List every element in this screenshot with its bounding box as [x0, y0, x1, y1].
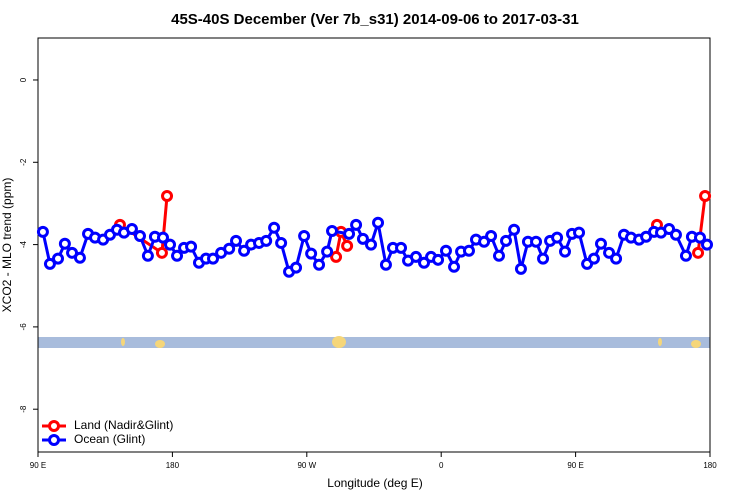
data-point [365, 238, 378, 251]
data-point [500, 234, 513, 247]
data-point [508, 223, 521, 236]
data-point [514, 262, 527, 275]
data-point [156, 231, 169, 244]
data-point [379, 258, 392, 271]
data-point [290, 261, 303, 274]
data-point [679, 249, 692, 262]
y-axis-label: XCO2 - MLO trend (ppm) [0, 178, 14, 313]
land-patch [155, 340, 165, 348]
legend-label: Land (Nadir&Glint) [74, 418, 173, 432]
data-point [640, 230, 653, 243]
data-point [52, 252, 65, 265]
data-point [356, 232, 369, 245]
data-point [395, 241, 408, 254]
data-point [372, 216, 385, 229]
x-tick-label: 0 [439, 461, 444, 470]
data-point [268, 221, 281, 234]
land-mask-strip [38, 336, 710, 348]
data-point [343, 227, 356, 240]
data-point [587, 252, 600, 265]
y-tick-label: -6 [19, 323, 28, 331]
data-point [341, 239, 354, 252]
data-point [275, 236, 288, 249]
land-patch [658, 338, 662, 346]
data-point [36, 225, 49, 238]
data-point [669, 228, 682, 241]
y-tick-label: 0 [19, 77, 28, 82]
data-point [492, 249, 505, 262]
data-point [326, 225, 339, 238]
data-point [313, 258, 326, 271]
land-patch [121, 338, 125, 346]
data-point [573, 226, 586, 239]
data-point [432, 253, 445, 266]
x-tick-label: 90 E [30, 461, 46, 470]
legend-label: Ocean (Glint) [74, 432, 145, 446]
data-point [330, 250, 343, 263]
data-point [439, 244, 452, 257]
x-tick-label: 90 W [297, 461, 316, 470]
data-point [462, 244, 475, 257]
data-point [350, 218, 363, 231]
legend-marker [48, 420, 60, 432]
data-point [58, 237, 71, 250]
ocean-strip [38, 337, 710, 348]
data-point [558, 245, 571, 258]
data-point [594, 237, 607, 250]
x-tick-label: 180 [166, 461, 180, 470]
data-point [530, 235, 543, 248]
chart-title: 45S-40S December (Ver 7b_s31) 2014-09-06… [171, 11, 579, 28]
data-point [298, 229, 311, 242]
y-tick-label: -8 [19, 405, 28, 413]
data-point [699, 190, 712, 203]
series-line [119, 195, 707, 258]
x-tick-label: 90 E [567, 461, 583, 470]
data-point [692, 246, 705, 259]
data-point [305, 247, 318, 260]
data-point [73, 251, 86, 264]
data-point [321, 245, 334, 258]
data-point [141, 249, 154, 262]
data-point [693, 231, 706, 244]
data-point [701, 238, 714, 251]
data-point [171, 249, 184, 262]
data-point [230, 234, 243, 247]
data-point [164, 238, 177, 251]
data-point [409, 250, 422, 263]
data-point [537, 252, 550, 265]
data-point [161, 190, 174, 203]
data-point [43, 257, 56, 270]
data-point [485, 229, 498, 242]
x-axis-label: Longitude (deg E) [327, 476, 422, 490]
data-point [133, 229, 146, 242]
data-point [125, 222, 138, 235]
y-tick-label: -2 [19, 158, 28, 166]
data-point [155, 246, 168, 259]
data-point [610, 252, 623, 265]
data-point [185, 240, 198, 253]
data-point [551, 231, 564, 244]
data-point [223, 242, 236, 255]
data-point [448, 260, 461, 273]
land-patch [332, 336, 346, 348]
y-tick-label: -4 [19, 240, 28, 248]
data-point [66, 246, 79, 259]
data-point [238, 244, 251, 257]
data-point [207, 252, 220, 265]
legend-marker [48, 434, 60, 446]
data-point [260, 234, 273, 247]
land-patch [691, 340, 701, 348]
x-tick-label: 180 [703, 461, 717, 470]
